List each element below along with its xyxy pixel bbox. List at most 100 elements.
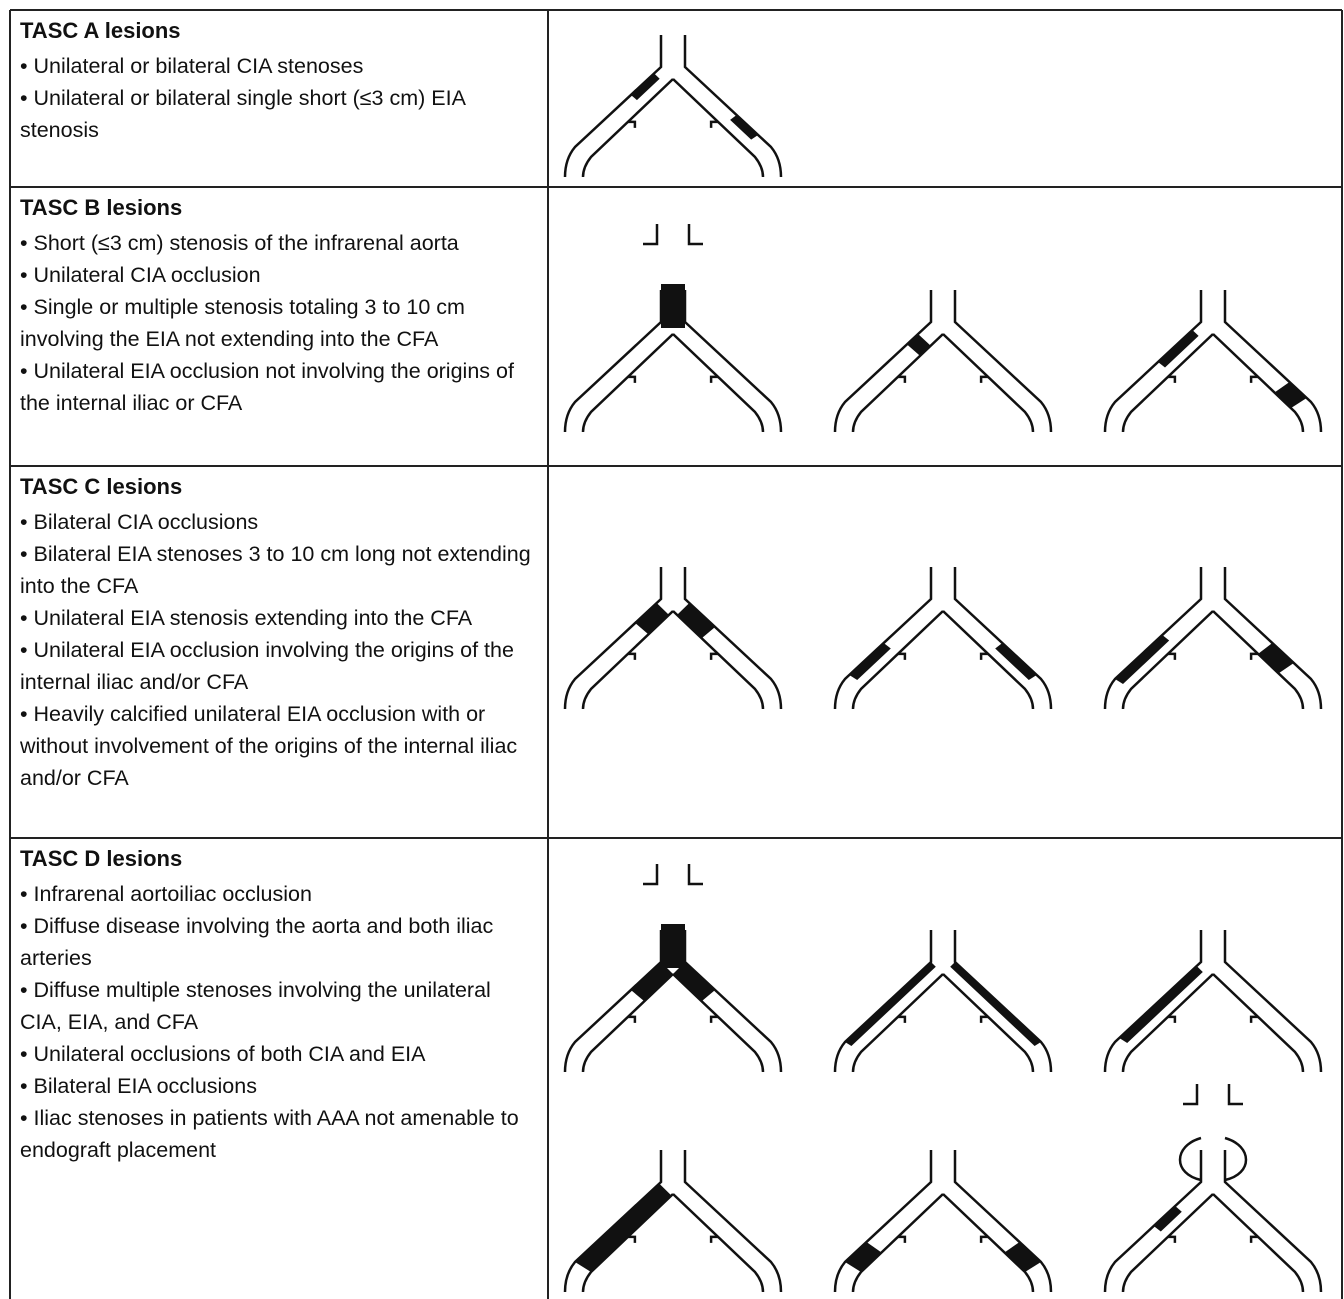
branch-mark	[897, 1015, 907, 1023]
vessel-outline	[563, 290, 663, 433]
vessel-outline	[581, 1193, 674, 1293]
lesion	[630, 73, 660, 101]
row-item: • Bilateral CIA occlusions	[20, 510, 259, 534]
row-item: • Unilateral EIA occlusion involving the…	[20, 638, 514, 694]
lesion	[630, 962, 673, 1002]
branch-mark	[897, 652, 907, 660]
vessel-outline	[1223, 567, 1323, 710]
vessel-outline	[1121, 610, 1214, 710]
lesion	[635, 603, 669, 635]
row-item: • Bilateral EIA stenoses 3 to 10 cm long…	[20, 542, 531, 598]
vessel-outline	[833, 567, 933, 710]
vessel-outline	[1103, 930, 1203, 1073]
vessel-outline	[833, 1150, 933, 1293]
row-item: • Iliac stenoses in patients with AAA no…	[20, 1106, 519, 1162]
vessel-outline	[563, 567, 663, 710]
vessel-outline	[672, 333, 765, 433]
vessel-outline	[1103, 567, 1203, 710]
branch-mark	[709, 120, 719, 128]
lesion	[845, 962, 936, 1046]
vessel-outline	[563, 930, 663, 1073]
lesion	[730, 115, 759, 140]
row-item: • Heavily calcified unilateral EIA occlu…	[20, 702, 518, 790]
row-item: • Unilateral occlusions of both CIA and …	[20, 1042, 426, 1066]
row-title: TASC B lesions	[20, 195, 183, 220]
vessel-outline	[942, 333, 1035, 433]
row-item: • Unilateral EIA occlusion not involving…	[20, 359, 514, 415]
branch-mark	[979, 652, 989, 660]
vessel-outline	[581, 610, 674, 710]
lesion	[1115, 635, 1170, 684]
branch-mark	[627, 652, 637, 660]
vessel-outline	[953, 567, 1053, 710]
vessel-outline	[953, 290, 1053, 433]
row-text: TASC D lesions • Infrarenal aortoiliac oc…	[10, 838, 548, 1299]
vessel-outline	[672, 610, 765, 710]
branch-mark	[709, 1015, 719, 1023]
vessel-outline	[1103, 290, 1203, 433]
vessel-outline	[1212, 1193, 1305, 1293]
vessel-outline	[942, 610, 1035, 710]
branch-mark	[709, 375, 719, 383]
row-text: TASC B lesions • Short (≤3 cm) stenosis o…	[10, 187, 548, 466]
aorta-stub	[643, 224, 703, 246]
vessel-outline	[851, 610, 944, 710]
vessel-outline	[851, 1193, 944, 1293]
lesion	[1119, 966, 1203, 1044]
branch-mark	[709, 1235, 719, 1243]
row-text: TASC A lesions • Unilateral or bilateral …	[10, 10, 548, 187]
vessel-outline	[851, 333, 944, 433]
lesion	[677, 603, 716, 639]
vessel-outline	[581, 333, 674, 433]
lesion	[673, 962, 716, 1002]
lesion	[950, 962, 1041, 1046]
lesion	[845, 1242, 882, 1272]
row-text: TASC C lesions • Bilateral CIA occlusions…	[10, 466, 548, 838]
row-title: TASC D lesions	[20, 846, 183, 871]
aorta-stub	[643, 864, 703, 886]
aneurysm	[1178, 1136, 1248, 1182]
vessel-outline	[942, 1193, 1035, 1293]
vessel-outline	[953, 930, 1053, 1073]
row-item: • Unilateral or bilateral single short (…	[20, 86, 465, 142]
vessel-outline	[563, 35, 663, 178]
vessel-outline	[942, 973, 1035, 1073]
row-title: TASC A lesions	[20, 18, 181, 43]
lesion	[1158, 330, 1199, 368]
vessel-outline	[1103, 1150, 1203, 1293]
aorta-stub	[1183, 1084, 1243, 1106]
row-item: • Unilateral EIA stenosis extending into…	[20, 606, 473, 630]
lesion	[995, 643, 1037, 681]
vessel-outline	[581, 973, 674, 1073]
lesion	[575, 1183, 672, 1272]
vessel-outline	[672, 78, 765, 178]
lesion	[849, 643, 891, 681]
vessel-outline	[683, 35, 783, 178]
branch-mark	[627, 1235, 637, 1243]
branch-mark	[1249, 652, 1259, 660]
branch-mark	[979, 1015, 989, 1023]
vessel-outline	[1121, 1193, 1214, 1293]
lesion	[661, 284, 685, 328]
row-item: • Unilateral or bilateral CIA stenoses	[20, 54, 364, 78]
branch-mark	[709, 652, 719, 660]
branch-mark	[979, 375, 989, 383]
lesion	[1004, 1242, 1041, 1272]
lesion	[1153, 1206, 1182, 1232]
vessel-outline	[683, 930, 783, 1073]
row-item: • Bilateral EIA occlusions	[20, 1074, 257, 1098]
vessel-outline	[581, 78, 674, 178]
branch-mark	[1167, 652, 1177, 660]
row-item: • Diffuse disease involving the aorta an…	[20, 914, 494, 970]
lesion	[1258, 643, 1294, 674]
row-item: • Infrarenal aortoiliac occlusion	[20, 882, 312, 906]
vessel-outline	[1121, 333, 1214, 433]
row-item: • Unilateral CIA occlusion	[20, 263, 261, 287]
vessel-outline	[1212, 973, 1305, 1073]
branch-mark	[627, 120, 637, 128]
lesion	[1274, 382, 1307, 409]
branch-mark	[1249, 1235, 1259, 1243]
branch-mark	[897, 375, 907, 383]
